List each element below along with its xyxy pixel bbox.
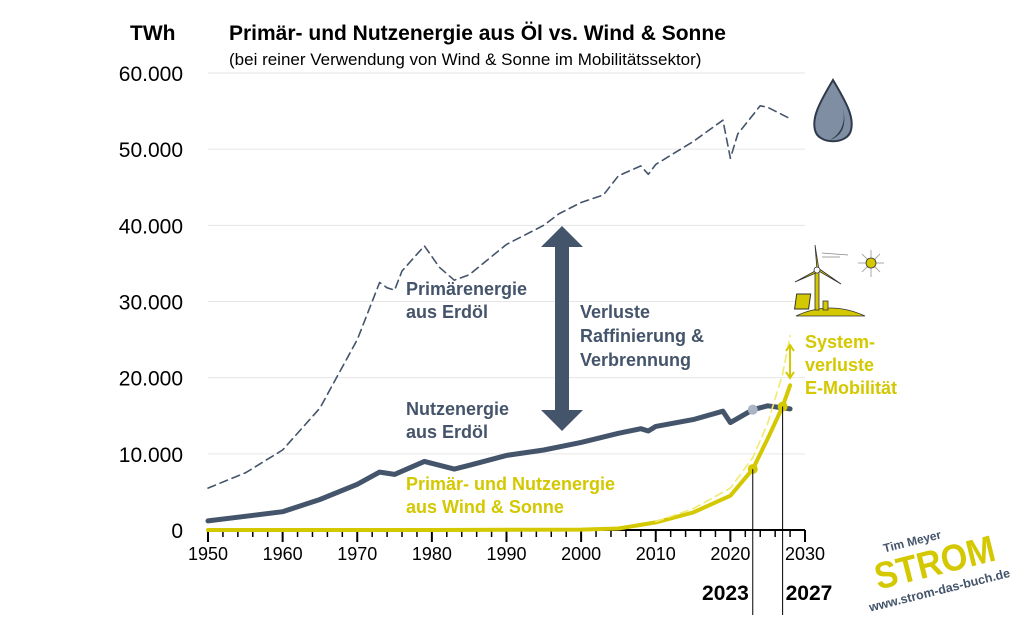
series-line-2	[206, 383, 793, 532]
wind-label: Primär- und Nutzenergie	[406, 474, 615, 494]
loss-label: Raffinierung &	[580, 326, 704, 346]
y-tick-label: 0	[171, 520, 183, 543]
x-tick-label: 1970	[337, 544, 377, 564]
strom-logo: Tim Meyer STROM www.strom-das-buch.de	[867, 527, 1012, 614]
y-tick-label: 50.000	[119, 139, 183, 162]
system-label: verluste	[805, 355, 874, 375]
series-line-3	[655, 335, 791, 523]
chart-subtitle: (bei reiner Verwendung von Wind & Sonne …	[229, 50, 701, 69]
loss-label: Verbrennung	[580, 350, 691, 370]
x-tick-label: 1990	[486, 544, 526, 564]
year-marker-label: 2027	[786, 582, 833, 605]
x-tick-label: 2030	[785, 544, 825, 564]
useful-label: Nutzenergie	[406, 399, 509, 419]
x-tick-label: 2010	[636, 544, 676, 564]
wind-label: aus Wind & Sonne	[406, 497, 564, 517]
solar-panel-icon	[794, 293, 812, 310]
data-point	[747, 404, 758, 415]
loss-label: Verluste	[580, 302, 650, 322]
oil-drop-icon	[813, 78, 853, 143]
y-tick-label: 10.000	[119, 444, 183, 467]
x-tick-label: 1980	[412, 544, 452, 564]
y-tick-label: 60.000	[119, 63, 183, 86]
primary-label: Primärenergie	[406, 279, 527, 299]
useful-label: aus Erdöl	[406, 422, 488, 442]
y-axis-label: TWh	[130, 22, 175, 45]
x-tick-label: 2000	[561, 544, 601, 564]
primary-label: aus Erdöl	[406, 302, 488, 322]
x-tick-label: 2020	[710, 544, 750, 564]
year-marker-label: 2023	[702, 582, 749, 605]
y-tick-label: 30.000	[119, 292, 183, 315]
system-label: E-Mobilität	[805, 378, 897, 398]
chart-title: Primär- und Nutzenergie aus Öl vs. Wind …	[229, 22, 726, 45]
x-tick-label: 1950	[188, 544, 228, 564]
loss-double-arrow	[541, 226, 583, 431]
y-tick-label: 40.000	[119, 215, 183, 238]
series-line-0	[207, 105, 791, 489]
wind-turbine-icon	[794, 244, 866, 317]
y-tick-label: 20.000	[119, 368, 183, 391]
series-line-1	[205, 403, 793, 524]
x-tick-label: 1960	[263, 544, 303, 564]
system-label: System-	[805, 332, 875, 352]
sun-icon	[858, 250, 884, 277]
system-loss-arrow	[785, 343, 795, 380]
